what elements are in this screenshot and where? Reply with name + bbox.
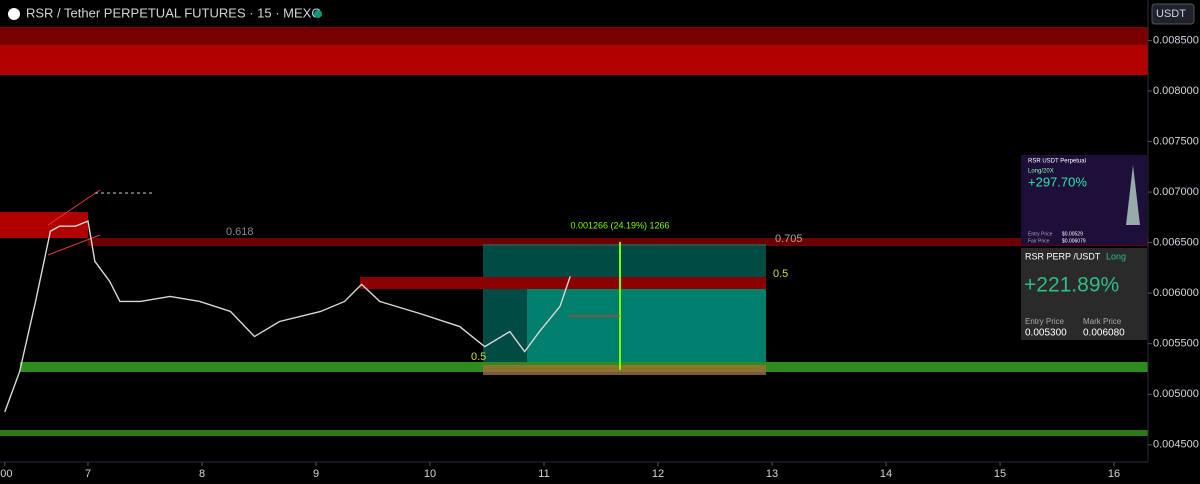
measure-label: 0.001266 (24.19%) 1266 (570, 220, 669, 230)
symbol-title: RSR / Tether PERPETUAL FUTURES · 15 · ME… (26, 5, 321, 20)
x-tick-label: 16 (1108, 468, 1120, 480)
y-tick-label: 0.005500 (1153, 338, 1199, 350)
x-tick-label: 10 (424, 468, 436, 480)
card-title: RSR PERP /USDT (1025, 251, 1101, 261)
x-tick-label: 12 (652, 468, 664, 480)
status-dot (314, 10, 322, 18)
pnl-card (1021, 248, 1147, 340)
x-tick-label: 13 (766, 468, 778, 480)
fib-label: 0.5 (471, 351, 486, 363)
y-tick-label: 0.006500 (1153, 237, 1199, 249)
stop-box (483, 365, 766, 375)
card-title: RSR USDT Perpetual (1028, 159, 1086, 165)
card-label: Entry Price (1028, 231, 1053, 237)
x-tick-label: 9 (313, 468, 319, 480)
y-tick-label: 0.008500 (1153, 34, 1199, 46)
card-label: Entry Price (1025, 317, 1065, 326)
resistance-zone-core (0, 45, 1148, 75)
x-tick-label: 8 (199, 468, 205, 480)
symbol-icon (8, 8, 20, 20)
y-tick-label: 0.006000 (1153, 287, 1199, 299)
x-tick-label: 15 (994, 468, 1006, 480)
card-label: Fair Price (1028, 238, 1050, 244)
level-band (88, 238, 1148, 246)
y-tick-label: 0.008000 (1153, 85, 1199, 97)
card-value: $0.00529 (1062, 231, 1083, 237)
x-tick-label: :00 (0, 468, 12, 480)
channel-line (47, 189, 101, 226)
pnl-card (1021, 155, 1147, 245)
y-tick-label: 0.005000 (1153, 388, 1199, 400)
currency-button[interactable] (1151, 3, 1195, 25)
y-tick-label: 0.007000 (1153, 186, 1199, 198)
card-label: Mark Price (1083, 317, 1122, 326)
fib-label: 0.5 (773, 268, 788, 280)
profit-box (527, 285, 766, 365)
card-pnl: +297.70% (1028, 174, 1087, 189)
fib-label: 0.618 (226, 226, 254, 238)
target-box (483, 244, 766, 375)
x-tick-label: 14 (880, 468, 892, 480)
x-tick-label: 7 (85, 468, 91, 480)
y-tick-label: 0.007500 (1153, 135, 1199, 147)
card-value: 0.006080 (1083, 328, 1125, 339)
x-tick-label: 11 (538, 468, 549, 480)
rocket-graphic (1126, 165, 1140, 225)
supply-box (0, 212, 88, 238)
low-support-band (0, 430, 1148, 436)
card-side: Long/20X (1028, 169, 1054, 175)
card-pnl: +221.89% (1024, 274, 1119, 297)
price-line (4, 220, 571, 413)
card-side: Long (1106, 251, 1126, 261)
red-band (360, 277, 766, 289)
currency-label[interactable]: USDT (1156, 8, 1186, 20)
card-value: 0.005300 (1025, 328, 1067, 339)
y-tick-label: 0.004500 (1153, 439, 1199, 451)
fib-label: 0.705 (775, 233, 803, 245)
card-value: $0.006079 (1062, 238, 1086, 244)
